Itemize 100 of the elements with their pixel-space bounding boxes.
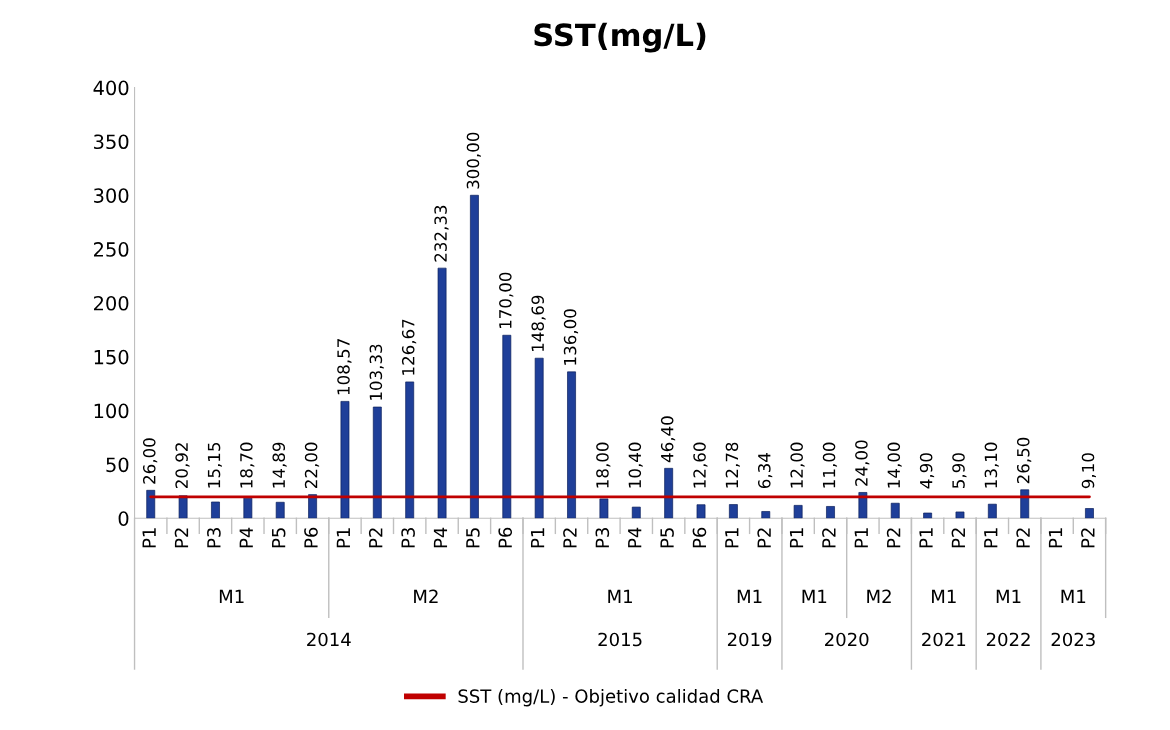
y-tick-label: 50 — [106, 457, 129, 473]
data-label: 14,89 — [272, 442, 287, 488]
y-tick-label: 300 — [94, 188, 129, 203]
bar — [599, 498, 609, 519]
y-tick-label: 200 — [94, 295, 129, 311]
data-label: 10,40 — [628, 442, 643, 488]
data-label: 11,00 — [822, 442, 838, 488]
x-tick-label: P3 — [595, 528, 610, 548]
text: M2 — [867, 589, 891, 603]
bar — [178, 495, 188, 519]
data-label: 9,10 — [1081, 453, 1096, 489]
x-tick-label: P1 — [919, 528, 933, 548]
bar — [761, 511, 771, 519]
text: M1 — [737, 589, 762, 603]
bar — [567, 371, 576, 519]
x-tick-label: P6 — [304, 527, 318, 548]
data-label: 108,57 — [337, 339, 352, 395]
data-label: 24,00 — [855, 440, 870, 486]
data-label: 4,90 — [919, 453, 935, 489]
data-label: 136,00 — [563, 309, 579, 365]
y-tick-label: 350 — [94, 134, 129, 150]
x-tick-label: P2 — [822, 528, 836, 548]
data-label: 18,70 — [240, 442, 255, 488]
text: 2023 — [1051, 632, 1095, 647]
data-label: 232,33 — [434, 205, 449, 262]
x-tick-label: P3 — [401, 528, 415, 548]
x-tick-label: P2 — [563, 528, 577, 548]
bar — [826, 506, 835, 519]
bar — [405, 381, 415, 519]
bar — [534, 357, 544, 519]
data-label: 103,33 — [369, 344, 384, 400]
data-label: 14,00 — [887, 442, 902, 488]
data-label: 12,78 — [725, 442, 740, 488]
x-tick-label: P1 — [1048, 528, 1063, 548]
x-tick-label: P1 — [530, 528, 545, 548]
bar — [146, 489, 156, 519]
x-tick-label: P2 — [757, 528, 771, 548]
data-label: 300,00 — [466, 132, 481, 189]
x-tick-label: P1 — [854, 528, 868, 548]
bar — [890, 502, 900, 519]
y-tick-label: 0 — [118, 511, 129, 526]
data-label: 12,60 — [693, 442, 708, 488]
bar — [1085, 508, 1094, 519]
x-tick-label: P6 — [692, 527, 707, 548]
text: M1 — [932, 589, 956, 603]
bar — [664, 467, 674, 519]
x-tick-label: P5 — [660, 528, 674, 548]
bar — [243, 497, 253, 519]
text: M1 — [996, 589, 1021, 603]
x-tick-label: P2 — [174, 528, 189, 548]
y-tick-label: 100 — [94, 403, 129, 419]
data-label: 46,40 — [660, 416, 676, 463]
bar — [502, 334, 512, 519]
x-tick-label: P1 — [789, 528, 804, 548]
x-tick-label: P5 — [466, 528, 480, 548]
bar — [372, 406, 382, 519]
text: M2 — [414, 589, 438, 603]
data-label: 26,50 — [1016, 437, 1032, 484]
bar — [470, 194, 479, 519]
bar — [275, 501, 285, 519]
x-tick-label: P4 — [239, 527, 253, 548]
text: 2021 — [922, 632, 966, 647]
x-tick-label: P3 — [207, 528, 221, 548]
x-tick-label: P2 — [886, 528, 901, 548]
data-label: 148,69 — [531, 295, 546, 351]
text: 2019 — [727, 632, 772, 647]
data-label: 15,15 — [207, 442, 223, 488]
x-tick-label: P2 — [951, 528, 965, 548]
bar — [631, 506, 641, 519]
x-tick-label: P5 — [272, 528, 286, 548]
bar — [729, 504, 738, 519]
chart-title: SST(mg/L) — [534, 22, 706, 53]
bar — [211, 501, 220, 519]
data-label: 170,00 — [499, 272, 514, 329]
y-tick-label: 150 — [94, 349, 129, 365]
x-tick-label: P4 — [628, 527, 642, 548]
text: M1 — [1061, 589, 1086, 603]
bar — [923, 512, 933, 519]
data-label: 13,10 — [984, 442, 999, 488]
data-label: 126,67 — [401, 319, 417, 375]
text: 2020 — [825, 632, 869, 647]
data-label: 22,00 — [304, 442, 320, 489]
text: M1 — [802, 589, 827, 603]
text: 2015 — [598, 632, 642, 647]
x-tick-label: P2 — [368, 528, 383, 548]
x-tick-label: P1 — [142, 528, 156, 548]
legend-label: SST (mg/L) - Objetivo calidad CRA — [458, 688, 764, 707]
text: 2014 — [307, 632, 351, 647]
x-tick-label: P1 — [336, 528, 350, 548]
data-label: 18,00 — [596, 442, 611, 488]
x-tick-label: P2 — [1016, 528, 1030, 548]
data-label: 26,00 — [142, 438, 158, 484]
bar — [437, 267, 447, 519]
data-label: 6,34 — [757, 453, 773, 489]
bar — [987, 503, 997, 519]
data-label: 20,92 — [175, 443, 190, 489]
bar — [340, 401, 350, 519]
x-tick-label: P4 — [433, 527, 448, 548]
bar — [955, 511, 965, 519]
x-tick-label: P6 — [498, 527, 513, 548]
